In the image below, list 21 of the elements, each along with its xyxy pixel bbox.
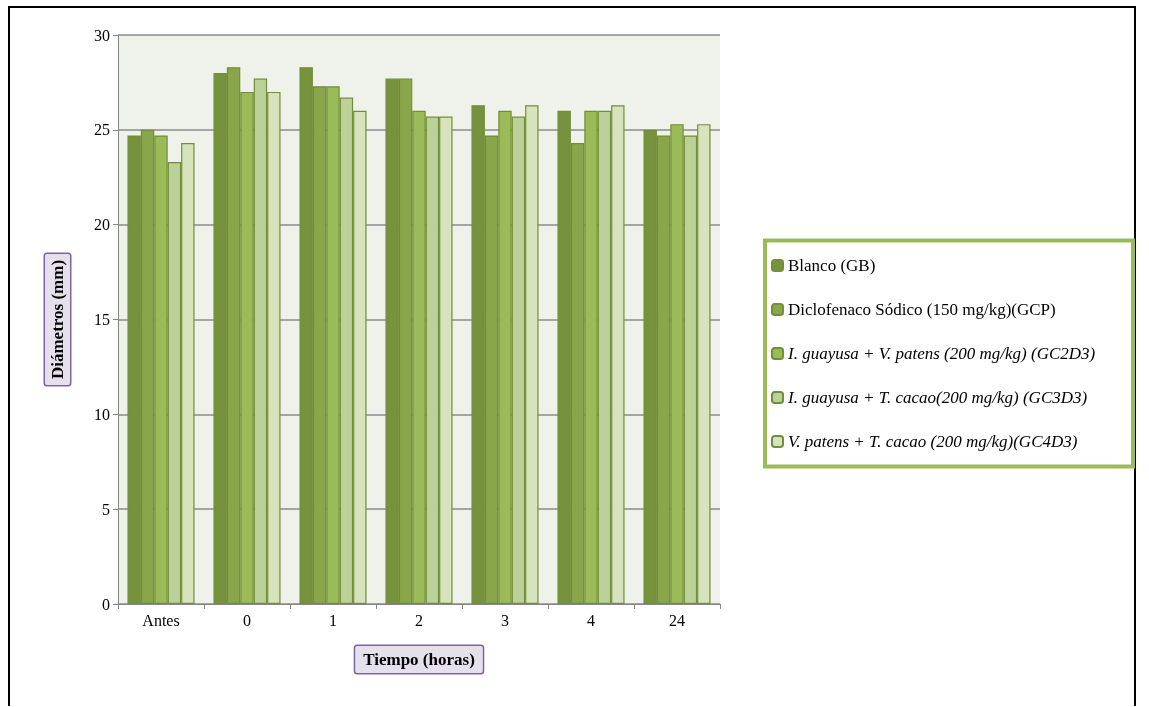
y-axis-title: Diámetros (mm) (48, 259, 67, 380)
x-tick-label: 1 (329, 611, 337, 629)
x-tick-label: Antes (142, 611, 180, 629)
legend-label: V. patens + T. cacao (200 mg/kg)(GC4D3) (788, 432, 1078, 451)
y-tick-label: 30 (94, 26, 110, 44)
y-tick-label: 5 (102, 500, 110, 518)
x-tick-label: 3 (501, 611, 509, 629)
x-axis-title: Tiempo (horas) (363, 650, 475, 669)
y-tick-label: 0 (102, 595, 110, 613)
x-tick-label: 24 (669, 611, 685, 629)
legend-label: Blanco (GB) (788, 256, 876, 275)
x-tick-label: 0 (243, 611, 251, 629)
x-tick-label: 2 (415, 611, 423, 629)
y-tick-label: 20 (94, 216, 110, 234)
y-tick-label: 25 (94, 121, 110, 139)
x-tick-label: 4 (587, 611, 595, 629)
y-tick-label: 15 (94, 311, 110, 328)
legend-label: I. guayusa + T. cacao(200 mg/kg) (GC3D3) (787, 388, 1088, 407)
y-tick-label: 10 (94, 405, 110, 423)
legend-label: Diclofenaco Sódico (150 mg/kg)(GCP) (788, 300, 1056, 319)
legend-label: I. guayusa + V. patens (200 mg/kg) (GC2D3) (787, 344, 1096, 363)
